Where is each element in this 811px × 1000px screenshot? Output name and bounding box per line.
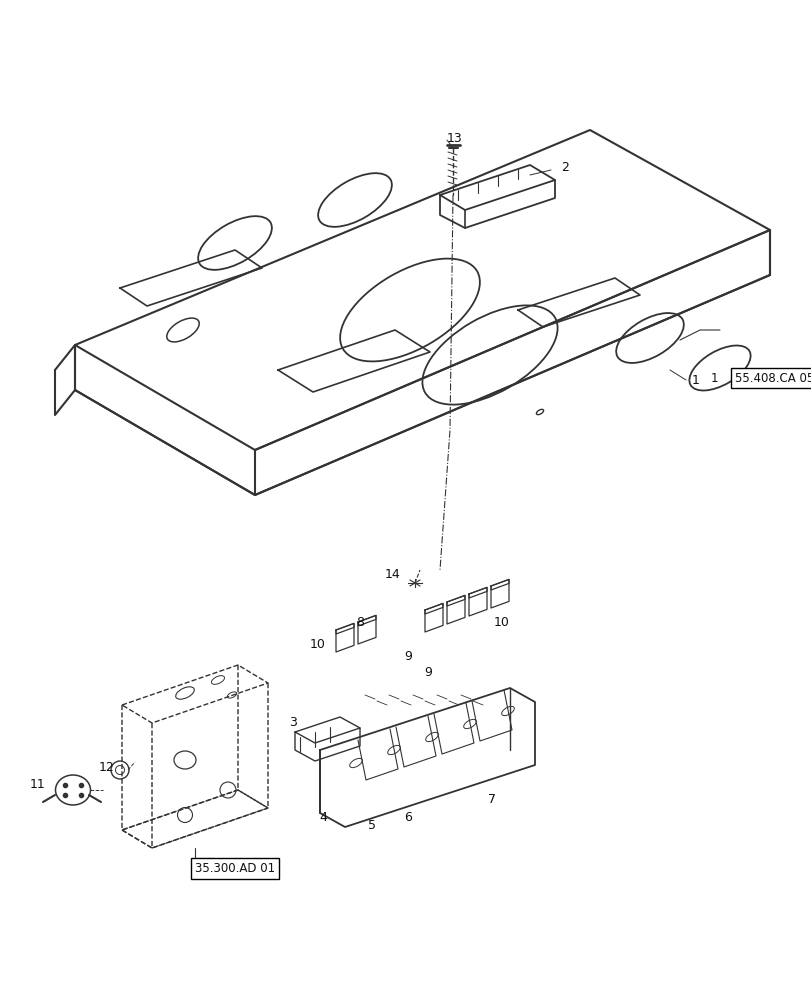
Text: 7: 7 (487, 793, 496, 806)
Text: 14: 14 (384, 568, 401, 582)
Text: 2: 2 (560, 161, 569, 174)
Text: 3: 3 (289, 716, 297, 728)
Text: 4: 4 (319, 811, 327, 824)
Text: 9: 9 (423, 666, 431, 678)
Text: 35.300.AD 01: 35.300.AD 01 (195, 862, 275, 875)
Text: 13: 13 (447, 132, 462, 145)
Text: 6: 6 (404, 811, 411, 824)
Text: 12: 12 (99, 761, 114, 774)
Text: 5: 5 (367, 819, 375, 832)
Text: 10: 10 (310, 639, 325, 652)
Text: 10: 10 (493, 615, 509, 629)
Text: 11: 11 (30, 778, 45, 791)
Text: 8: 8 (355, 615, 363, 629)
Text: 1: 1 (710, 371, 717, 384)
Text: 55.408.CA 05: 55.408.CA 05 (734, 371, 811, 384)
Text: 9: 9 (404, 650, 411, 664)
Text: 1: 1 (691, 373, 699, 386)
